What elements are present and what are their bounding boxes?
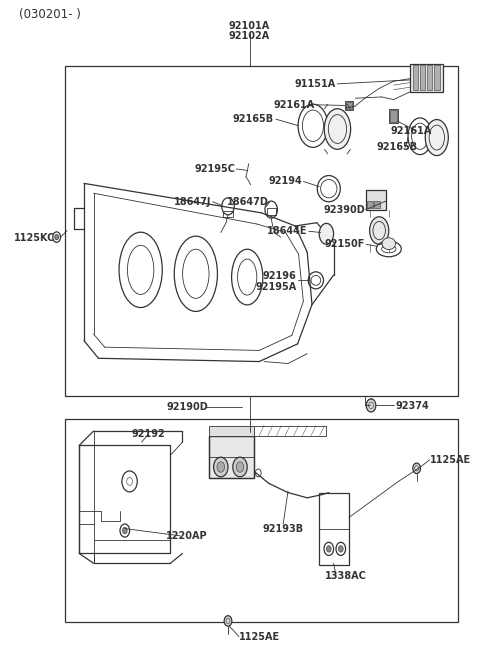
Text: 1125AE: 1125AE (430, 455, 471, 465)
Text: 92193B: 92193B (263, 523, 304, 534)
Circle shape (214, 457, 228, 477)
Text: 92190D: 92190D (167, 402, 208, 413)
Text: 1338AC: 1338AC (324, 571, 367, 582)
Ellipse shape (425, 119, 448, 155)
Ellipse shape (382, 238, 396, 250)
Text: 92165B: 92165B (376, 142, 418, 153)
Bar (427, 66, 432, 90)
Text: 1220AP: 1220AP (167, 531, 208, 541)
Text: 91151A: 91151A (295, 79, 336, 89)
Bar (367, 201, 373, 208)
Text: (030201- ): (030201- ) (19, 8, 81, 21)
Bar (346, 102, 352, 109)
Bar (389, 109, 398, 123)
Bar (345, 101, 353, 110)
Bar (420, 66, 425, 90)
Bar (410, 64, 443, 92)
Text: 92374: 92374 (396, 401, 430, 411)
Text: 1125AE: 1125AE (239, 631, 280, 642)
Text: 92161A: 92161A (273, 100, 314, 110)
Bar (374, 201, 380, 208)
Bar (209, 436, 254, 478)
Text: 92390D: 92390D (323, 204, 365, 215)
Circle shape (122, 527, 127, 534)
Text: 92150F: 92150F (324, 239, 365, 250)
Circle shape (233, 457, 247, 477)
Circle shape (366, 399, 376, 412)
Text: 92102A: 92102A (229, 31, 270, 41)
Text: 92192: 92192 (132, 428, 166, 439)
Circle shape (338, 546, 343, 552)
Circle shape (326, 546, 331, 552)
Ellipse shape (324, 109, 350, 149)
Text: 92194: 92194 (269, 176, 302, 187)
Text: 92101A: 92101A (229, 21, 270, 31)
Text: 92195A: 92195A (255, 282, 297, 292)
Bar (413, 66, 418, 90)
Bar (267, 208, 276, 215)
Bar (65, 419, 458, 622)
Bar (209, 426, 254, 436)
Bar (319, 493, 349, 565)
Bar (390, 110, 397, 122)
Bar (65, 66, 458, 396)
Text: 18647D: 18647D (227, 196, 269, 207)
Circle shape (224, 616, 232, 626)
Circle shape (413, 463, 420, 474)
Circle shape (217, 462, 225, 472)
Text: 92165B: 92165B (232, 114, 274, 124)
Text: 92196: 92196 (263, 271, 297, 282)
Ellipse shape (370, 217, 389, 244)
Bar (223, 211, 233, 217)
Text: 92195C: 92195C (194, 164, 235, 174)
Circle shape (55, 234, 59, 240)
Bar (209, 436, 254, 478)
Text: 18647J: 18647J (174, 196, 211, 207)
Text: 1125KC: 1125KC (14, 233, 56, 243)
Bar (434, 66, 440, 90)
Text: 92161A: 92161A (391, 126, 432, 136)
Ellipse shape (319, 223, 334, 244)
Circle shape (236, 462, 244, 472)
Bar (366, 190, 386, 210)
Text: 18644E: 18644E (267, 226, 307, 236)
